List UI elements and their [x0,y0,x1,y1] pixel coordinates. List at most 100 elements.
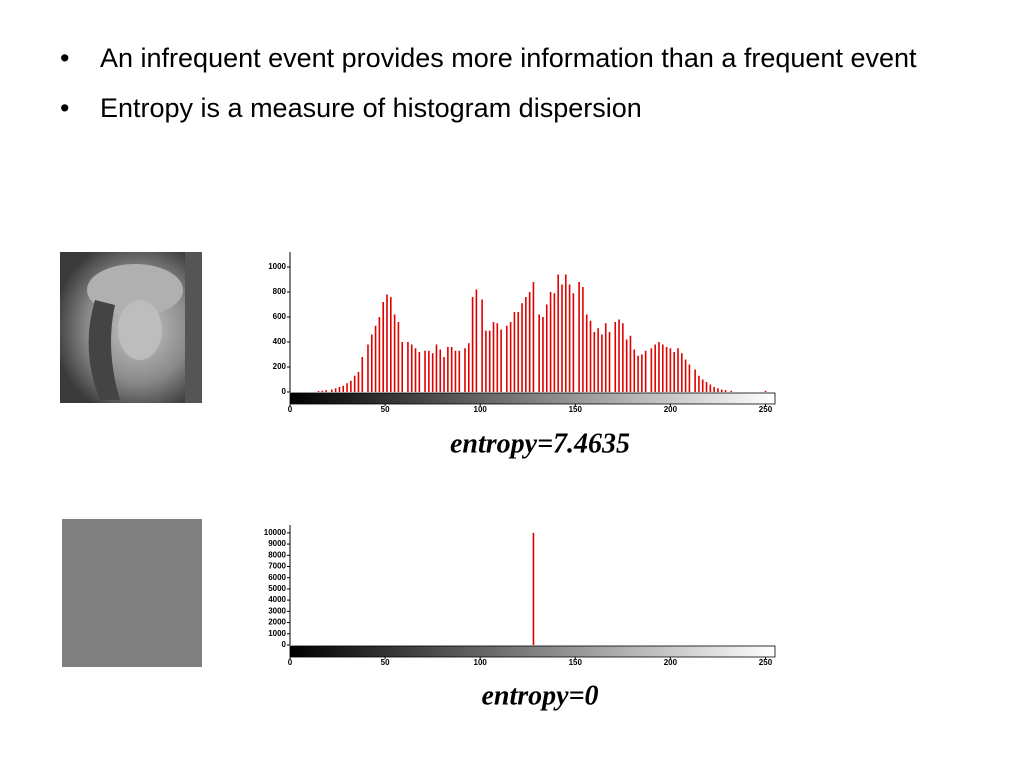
bar [464,348,466,392]
bar [418,352,421,392]
bar [485,330,487,392]
y-tick-label: 10000 [264,528,287,537]
bullet: Entropy is a measure of histogram disper… [60,90,940,126]
bar [637,355,639,392]
y-tick-label: 8000 [268,550,286,559]
bar [677,348,679,392]
bar [525,297,527,392]
bar [393,314,396,392]
y-tick-label: 2000 [268,618,286,627]
bar [492,322,495,392]
bar [317,391,320,392]
bar [597,328,599,392]
bar [601,334,603,392]
bar [435,344,438,392]
bar [506,325,508,392]
bar [681,353,683,392]
bar [650,348,653,392]
x-tick-label: 150 [569,405,583,414]
x-tick-label: 0 [288,658,293,667]
y-tick-label: 0 [282,640,287,649]
bar [673,352,675,392]
bar [572,293,575,392]
bar [625,339,628,392]
bullet: An infrequent event provides more inform… [60,40,940,76]
bar [669,348,672,392]
bar [764,390,767,392]
bar [705,382,708,392]
bar [338,387,341,392]
y-tick-label: 400 [273,337,287,346]
annotation: entropy=7.4635 [450,428,630,459]
bar [471,297,474,392]
bar [367,344,369,392]
bar [532,532,535,645]
bar [496,323,499,392]
bar [694,369,696,392]
bar [641,354,643,392]
bar [325,390,327,392]
bar [361,357,364,392]
y-tick-label: 3000 [268,606,286,615]
bar [658,342,660,392]
y-tick-label: 9000 [268,539,286,548]
bar [688,364,691,392]
bar [545,304,548,392]
bar [665,347,668,392]
bar [557,274,559,392]
bar [424,350,426,392]
bar [447,347,449,392]
bar [513,312,516,392]
bar [321,390,324,392]
bar [585,314,588,392]
bar [481,299,483,392]
y-tick-label: 600 [273,312,287,321]
bullet-list: An infrequent event provides more inform… [60,40,940,140]
bar [528,292,531,392]
bar [346,383,348,392]
bar [618,319,620,392]
bar [370,334,373,392]
bar [589,320,592,392]
bar [568,284,571,392]
bar [439,349,442,392]
bar [608,332,611,392]
bar [488,330,491,392]
bar [661,344,664,392]
y-tick-label: 0 [282,387,287,396]
bar [467,343,470,392]
bar [407,342,409,392]
x-tick-label: 200 [664,658,678,667]
bar [390,297,392,392]
bar [724,390,727,392]
x-tick-label: 100 [474,405,488,414]
bar [331,389,333,392]
bar [521,303,523,392]
x-tick-label: 50 [381,405,390,414]
y-tick-label: 200 [273,362,287,371]
bar [374,325,377,392]
bar [720,389,723,392]
bar [357,372,360,392]
bar [701,379,704,392]
x-tick-label: 200 [664,405,678,414]
y-tick-label: 1000 [268,629,286,638]
bar [549,292,552,392]
bar [428,350,430,392]
bar [564,274,567,392]
y-tick-label: 800 [273,287,287,296]
bar [401,342,404,392]
y-tick-label: 5000 [268,584,286,593]
bar [709,384,712,392]
bar [509,322,512,392]
bar [410,344,413,392]
bar [538,314,540,392]
bar [593,332,596,392]
bar [644,350,647,392]
colorbar [289,645,776,658]
bar [334,388,337,392]
bar [582,287,584,392]
x-tick-label: 50 [381,658,390,667]
